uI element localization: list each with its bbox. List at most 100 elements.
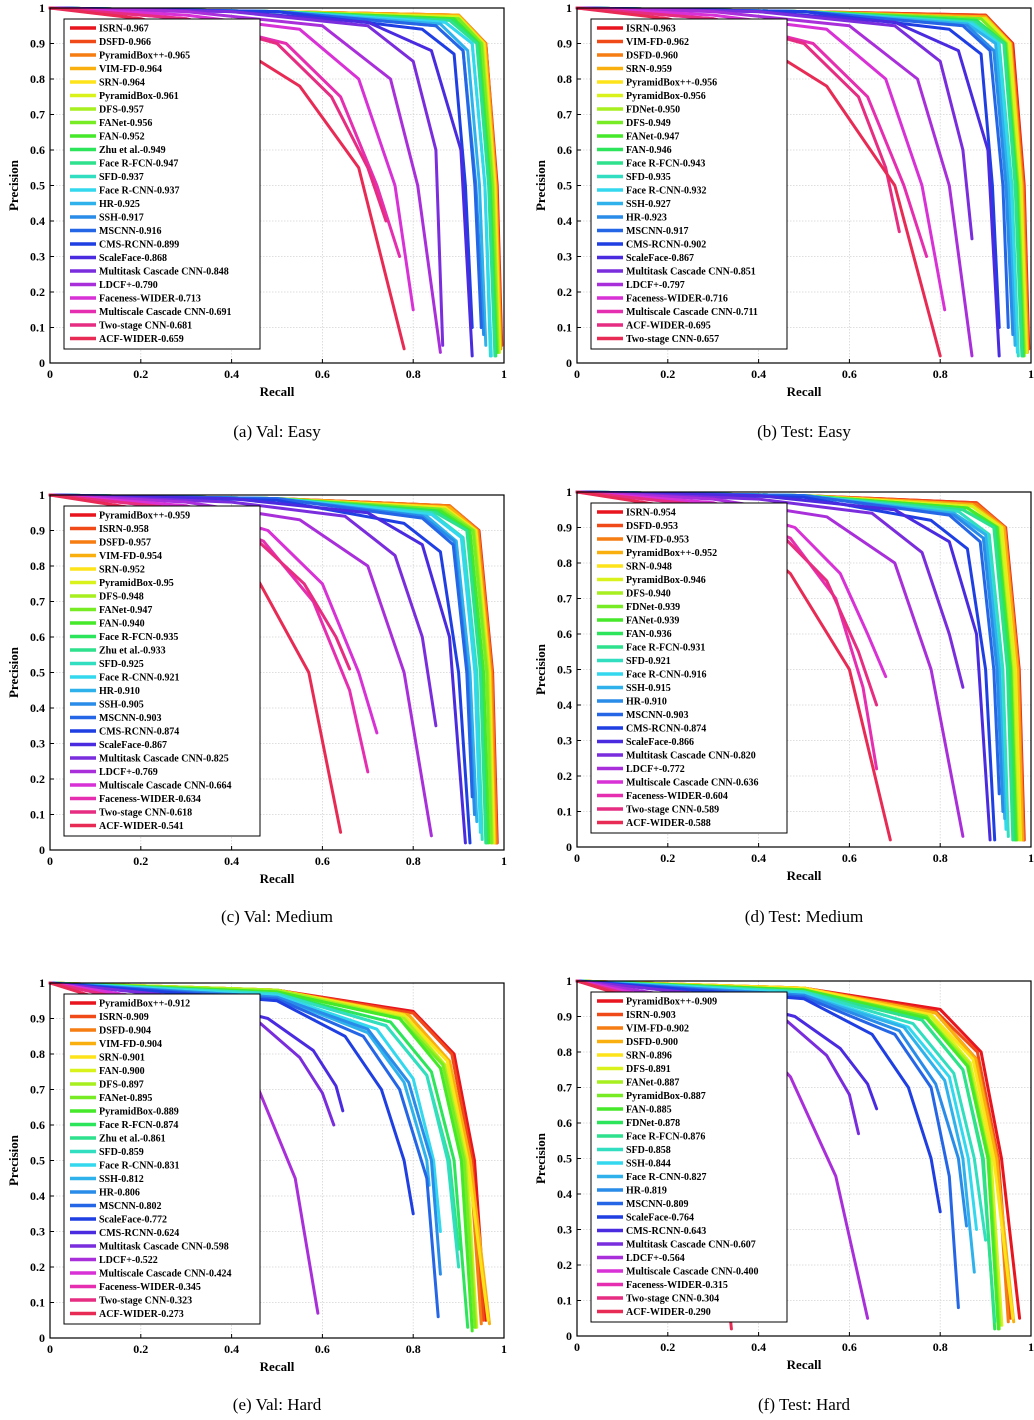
legend-entry: PyramidBox-0.956 (626, 91, 706, 102)
legend-entry: Two-stage CNN-0.304 (626, 1294, 719, 1305)
legend-entry: FDNet-0.878 (626, 1118, 680, 1129)
y-axis-label: Precision (533, 1132, 548, 1184)
x-tick-label: 0.8 (933, 367, 948, 381)
legend-entry: ACF-WIDER-0.541 (99, 821, 184, 832)
y-tick-label: 0.7 (30, 108, 45, 122)
series-line (575, 490, 888, 679)
legend-entry: Two-stage CNN-0.657 (626, 334, 719, 345)
x-tick-label: 0.6 (315, 854, 330, 868)
y-tick-label: 1 (39, 488, 45, 502)
legend-entry: HR-0.925 (99, 199, 140, 210)
x-tick-label: 0.4 (751, 1340, 766, 1354)
y-axis-label: Precision (533, 159, 548, 211)
legend-entry: FAN-0.940 (99, 619, 145, 630)
series-line (48, 493, 467, 845)
y-tick-label: 0.7 (557, 1081, 572, 1095)
legend-entry: SFD-0.921 (626, 656, 671, 667)
y-tick-label: 0.5 (557, 663, 572, 677)
legend-entry: MSCNN-0.809 (626, 1199, 689, 1210)
legend-entry: Face R-CNN-0.921 (99, 673, 180, 684)
y-tick-label: 0.3 (30, 737, 45, 751)
y-tick-label: 0.8 (557, 1045, 572, 1059)
legend-entry: DSFD-0.953 (626, 521, 678, 532)
x-tick-label: 0.6 (315, 1342, 330, 1356)
series-line (48, 6, 388, 223)
legend-entry: Multiscale Cascade CNN-0.636 (626, 778, 758, 789)
chart-panel-3: 0 0.2 0.4 0.6 0.8 1 0 0.1 0.2 0.3 0.4 0.5 0.6 0.7 0.8 0… (533, 485, 1034, 926)
legend-entry: Face R-FCN-0.935 (99, 632, 178, 643)
x-tick-label: 0 (574, 1340, 580, 1354)
legend-entry: SSH-0.915 (626, 683, 671, 694)
series-line (575, 6, 974, 241)
legend-entry: Two-stage CNN-0.323 (99, 1296, 192, 1307)
legend-entry: SRN-0.952 (99, 565, 145, 576)
legend-entry: LDCF+-0.564 (626, 1253, 685, 1264)
series-line (48, 6, 415, 312)
y-tick-label: 0.4 (557, 214, 572, 228)
x-tick-label: 0.8 (406, 854, 421, 868)
legend-entry: Zhu et al.-0.933 (99, 646, 166, 657)
y-tick-label: 0.4 (557, 698, 572, 712)
series-line (575, 6, 947, 312)
legend-entry: FANet-0.939 (626, 616, 679, 627)
chart-caption: (c) Val: Medium (221, 907, 333, 926)
y-tick-label: 0.3 (557, 250, 572, 264)
chart-panel-4: 0 0.2 0.4 0.6 0.8 1 0 0.1 0.2 0.3 0.4 0.5 0.6 0.7 0.8 0… (6, 976, 507, 1414)
y-tick-label: 0.9 (30, 524, 45, 538)
y-tick-label: 0.2 (30, 1260, 45, 1274)
series-line (575, 490, 992, 842)
legend-entry: Multitask Cascade CNN-0.851 (626, 267, 756, 278)
legend-entry: DFS-0.949 (626, 118, 671, 129)
legend-entry: ISRN-0.903 (626, 1010, 676, 1021)
legend-entry: Faceness-WIDER-0.634 (99, 794, 201, 805)
legend-entry: PyramidBox++-0.952 (626, 548, 717, 559)
y-tick-label: 0.8 (30, 1047, 45, 1061)
legend-entry: MSCNN-0.903 (99, 713, 162, 724)
legend-entry: PyramidBox++-0.909 (626, 997, 717, 1008)
x-tick-label: 0.8 (933, 851, 948, 865)
legend-entry: SSH-0.927 (626, 199, 671, 210)
y-tick-label: 0.5 (557, 1152, 572, 1166)
legend-entry: Multitask Cascade CNN-0.848 (99, 267, 229, 278)
y-axis-label: Precision (6, 646, 21, 698)
legend-entry: Faceness-WIDER-0.713 (99, 294, 201, 305)
y-tick-label: 0.6 (30, 630, 45, 644)
legend-entry: DFS-0.957 (99, 105, 144, 116)
legend-entry: SSH-0.812 (99, 1174, 144, 1185)
series-line (48, 6, 442, 354)
y-tick-label: 0.1 (30, 321, 45, 335)
x-tick-label: 0.6 (842, 851, 857, 865)
legend-entry: Face R-FCN-0.931 (626, 643, 705, 654)
x-tick-label: 0.4 (224, 1342, 239, 1356)
legend-entry: ScaleFace-0.772 (99, 1215, 167, 1226)
legend: PyramidBox++-0.909 ISRN-0.903 VIM-FD-0.902… (590, 991, 788, 1323)
y-tick-label: 0 (566, 1329, 572, 1343)
y-tick-label: 0.1 (557, 805, 572, 819)
chart-caption: (f) Test: Hard (758, 1395, 850, 1414)
y-tick-label: 0 (39, 356, 45, 370)
chart-panel-5: 0 0.2 0.4 0.6 0.8 1 0 0.1 0.2 0.3 0.4 0.5 0.6 0.7 0.8 0… (533, 974, 1034, 1414)
legend-entry: PyramidBox-0.889 (99, 1107, 179, 1118)
y-tick-label: 0.9 (557, 37, 572, 51)
y-axis-label: Precision (6, 159, 21, 211)
series-line (48, 493, 433, 838)
legend-entry: ISRN-0.967 (99, 24, 149, 35)
legend-entry: DFS-0.891 (626, 1064, 671, 1075)
legend-entry: CMS-RCNN-0.899 (99, 240, 179, 251)
series-line (575, 6, 901, 234)
legend-box (63, 18, 261, 350)
y-tick-label: 0.8 (557, 556, 572, 570)
legend-entry: MSCNN-0.903 (626, 710, 689, 721)
y-tick-label: 0.5 (30, 179, 45, 193)
legend-entry: FANet-0.956 (99, 118, 152, 129)
legend-entry: DSFD-0.966 (99, 37, 151, 48)
legend-entry: ISRN-0.958 (99, 524, 149, 535)
legend-entry: ScaleFace-0.868 (99, 253, 167, 264)
legend-entry: ACF-WIDER-0.273 (99, 1309, 184, 1320)
series-line (575, 6, 942, 358)
y-tick-label: 0.9 (30, 1012, 45, 1026)
legend-entry: DSFD-0.904 (99, 1026, 151, 1037)
y-tick-label: 1 (39, 976, 45, 990)
y-tick-label: 0.6 (30, 143, 45, 157)
